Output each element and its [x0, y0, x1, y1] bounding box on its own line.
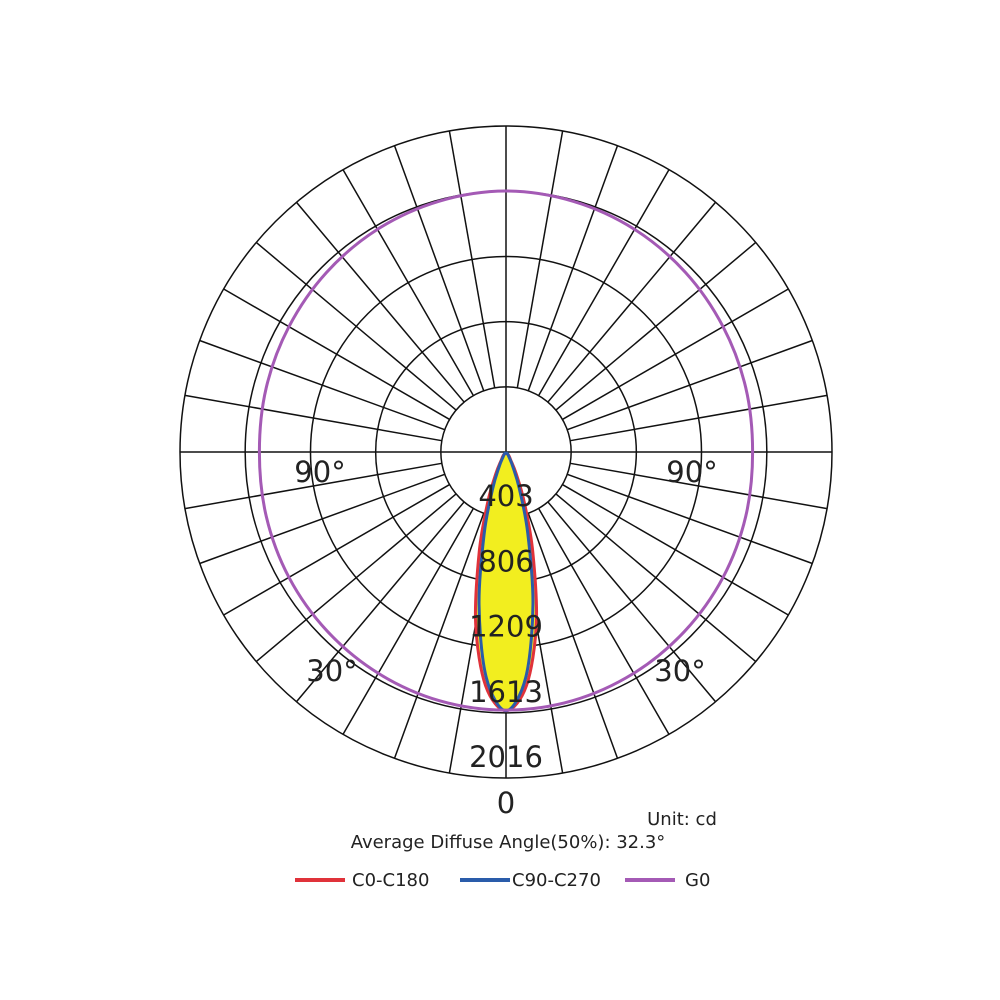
r-tick-label: 403 — [478, 479, 533, 513]
note: Average Diffuse Angle(50%): 32.3° — [351, 832, 666, 853]
series-line — [257, 189, 755, 712]
grid-ring — [179, 125, 833, 779]
r-tick-label: 806 — [478, 544, 533, 578]
legend-label: G0 — [685, 870, 710, 891]
r-tick-label: 1613 — [469, 675, 543, 709]
theta-tick-label: 90° — [666, 455, 717, 489]
theta-tick-label: 30° — [306, 654, 357, 688]
legend-label: C0-C180 — [352, 870, 429, 891]
theta-tick-label: 90° — [294, 455, 345, 489]
r-tick-label: 2016 — [469, 740, 543, 774]
theta-tick-label: 30° — [654, 654, 705, 688]
beam-fill — [475, 453, 537, 711]
unit-label: Unit: cd — [647, 809, 717, 830]
r-tick-label: 1209 — [469, 610, 543, 644]
series-line — [477, 451, 535, 713]
theta-tick-label: 0 — [497, 786, 515, 820]
legend-label: C90-C270 — [512, 870, 601, 891]
